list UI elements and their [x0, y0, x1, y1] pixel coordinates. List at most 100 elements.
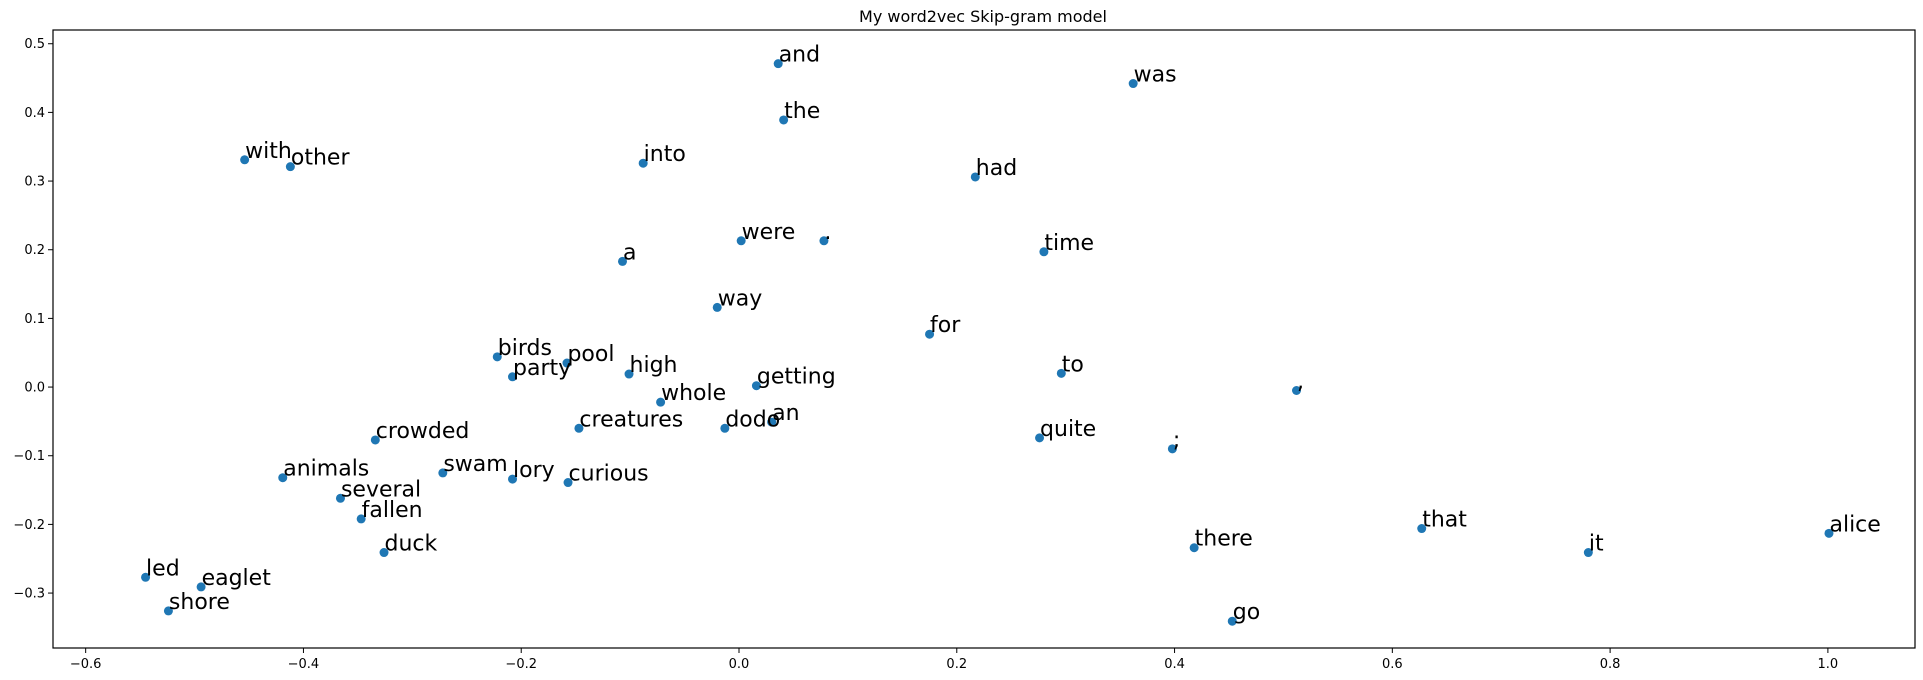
point-label: into: [644, 142, 686, 167]
point-label: were: [742, 220, 796, 245]
data-point: [356, 514, 366, 524]
point-label: an: [772, 401, 799, 426]
point-label: there: [1195, 527, 1253, 552]
data-point: [767, 417, 777, 427]
point-label: whole: [661, 381, 726, 406]
point-label: go: [1233, 600, 1260, 625]
y-tick-label: 0.4: [24, 106, 45, 121]
data-point: [1128, 79, 1138, 89]
data-point: [1035, 433, 1045, 443]
data-points: [141, 59, 1834, 626]
data-point: [574, 423, 584, 433]
point-label: alice: [1829, 512, 1880, 537]
x-tick-label: 0.4: [1164, 657, 1185, 672]
data-point: [970, 172, 980, 182]
point-label: fallen: [362, 498, 423, 523]
data-point: [508, 474, 518, 484]
point-label: was: [1134, 63, 1177, 88]
point-label: the: [784, 99, 820, 124]
data-point: [617, 256, 627, 266]
x-tick-label: 0.8: [1600, 657, 1621, 672]
y-tick-label: −0.1: [13, 449, 45, 464]
y-tick-label: 0.0: [24, 381, 45, 396]
y-tick-label: 0.5: [24, 37, 45, 52]
data-point: [370, 435, 380, 445]
point-label: shore: [169, 590, 230, 615]
x-tick-label: −0.4: [288, 657, 320, 672]
point-label: had: [976, 156, 1017, 181]
data-point: [1824, 528, 1834, 538]
point-label: ,: [1297, 370, 1304, 395]
point-label: animals: [283, 457, 369, 482]
data-point: [335, 493, 345, 503]
point-label: dodo: [725, 407, 780, 432]
point-label: duck: [385, 532, 438, 557]
data-point: [1583, 548, 1593, 558]
data-point: [638, 158, 648, 168]
data-point: [1227, 616, 1237, 626]
data-point: [163, 606, 173, 616]
data-point: [720, 423, 730, 433]
data-point: [492, 352, 502, 362]
point-label: way: [718, 286, 763, 311]
data-point: [563, 478, 573, 488]
y-axis: −0.3 −0.2 −0.1 0.0 0.1 0.2 0.3 0.4 0.5: [13, 37, 53, 602]
data-point: [562, 358, 572, 368]
data-point: [379, 548, 389, 558]
point-label: creatures: [579, 407, 683, 432]
data-point: [656, 397, 666, 407]
data-point: [1417, 524, 1427, 534]
point-label: party: [513, 356, 571, 381]
point-label: birds: [498, 336, 552, 361]
y-tick-label: 0.2: [24, 243, 45, 258]
x-tick-label: 0.6: [1382, 657, 1403, 672]
point-label: other: [291, 146, 351, 171]
data-point: [438, 468, 448, 478]
data-point: [1189, 543, 1199, 553]
y-tick-label: 0.3: [24, 175, 45, 190]
point-label: quite: [1040, 417, 1096, 442]
point-label: a: [623, 240, 636, 265]
point-label: crowded: [376, 419, 470, 444]
data-point: [141, 572, 151, 582]
point-label: that: [1422, 508, 1467, 533]
point-label: high: [630, 353, 678, 378]
point-label: curious: [569, 462, 649, 487]
x-tick-label: 1.0: [1818, 657, 1839, 672]
x-tick-label: 0.0: [729, 657, 750, 672]
point-label: pool: [567, 342, 614, 367]
data-point: [779, 115, 789, 125]
data-point: [285, 162, 295, 172]
point-label: swam: [443, 452, 507, 477]
x-axis: −0.6 −0.4 −0.2 0.0 0.2 0.4 0.6 0.8 1.0: [70, 648, 1838, 672]
point-label: it: [1589, 532, 1604, 557]
x-tick-label: 0.2: [946, 657, 967, 672]
data-point: [1167, 444, 1177, 454]
point-label: for: [930, 313, 961, 338]
data-point: [736, 236, 746, 246]
point-label: several: [341, 477, 421, 502]
x-tick-label: −0.2: [505, 657, 537, 672]
data-point: [712, 302, 722, 312]
point-label: led: [146, 556, 180, 581]
data-point: [508, 372, 518, 382]
plot-area-frame: [52, 29, 1916, 649]
data-point: [1292, 386, 1302, 395]
point-labels: and was the with other into had were. time a way fo…: [146, 43, 1881, 626]
chart-title: My word2vec Skip-gram model: [859, 7, 1107, 26]
data-point: [196, 582, 206, 592]
data-point: [278, 473, 288, 483]
y-tick-label: −0.2: [13, 518, 45, 533]
y-tick-label: −0.3: [13, 587, 45, 602]
data-point: [773, 59, 783, 69]
point-label: getting: [757, 365, 836, 390]
data-point: [1056, 368, 1066, 378]
point-label: eaglet: [202, 566, 272, 591]
x-tick-label: −0.6: [70, 657, 102, 672]
point-label: with: [245, 139, 292, 164]
point-label: time: [1044, 231, 1094, 256]
point-label: ;: [1173, 428, 1180, 453]
data-point: [819, 236, 829, 246]
